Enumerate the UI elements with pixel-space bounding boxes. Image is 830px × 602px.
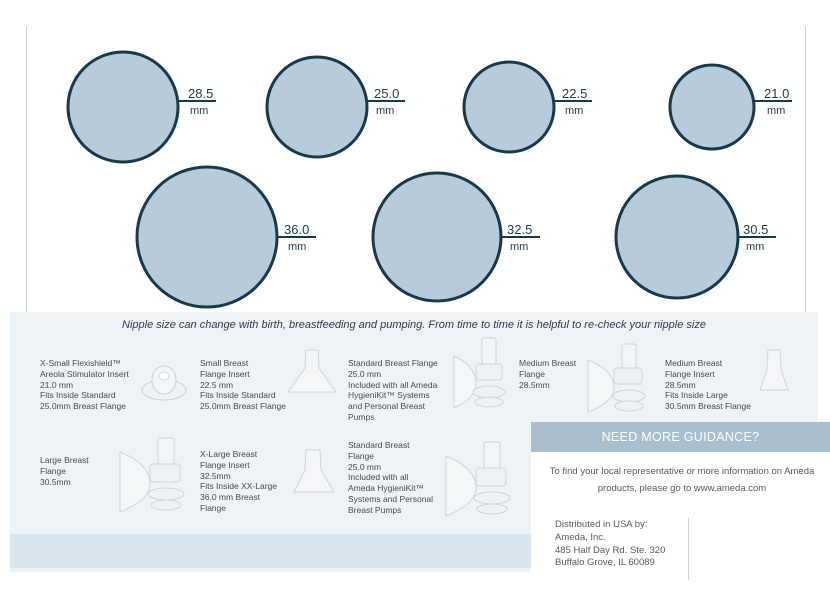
- standard-flange-image: [453, 337, 506, 409]
- product-xlarge-flange-insert: X-Large Breast Flange Insert 32.5mm Fits…: [200, 449, 278, 513]
- product-large-flange: Large Breast Flange 30.5mm: [40, 455, 89, 487]
- size-label: 28.5: [188, 86, 213, 101]
- card-border-left: [26, 26, 27, 312]
- size-label: 32.5: [507, 222, 532, 237]
- standard-flange-image-2: [445, 441, 511, 517]
- guidance-title: NEED MORE GUIDANCE?: [531, 422, 830, 452]
- large-flange-image: [119, 437, 185, 513]
- medium-flange-insert-image: [759, 349, 789, 391]
- size-circle-36-0: 36.0 mm: [135, 165, 316, 309]
- unit-label: mm: [190, 105, 208, 117]
- xlarge-flange-insert-image: [293, 449, 335, 493]
- unit-label: mm: [746, 241, 764, 253]
- product-standard-flange-2: Standard Breast Flange 25.0 mm Included …: [348, 440, 434, 515]
- size-circle-22-5: 22.5 mm: [462, 60, 592, 154]
- size-label: 22.5: [562, 86, 587, 101]
- size-circle-28-5: 28.5 mm: [66, 50, 216, 164]
- nipple-size-circles: 28.5 mm 25.0 mm 22.5 mm 21.0 mm 36.0 mm …: [66, 50, 792, 309]
- size-circle-25-0: 25.0 mm: [265, 55, 405, 159]
- nipple-size-note: Nipple size can change with birth, breas…: [122, 319, 706, 331]
- size-label: 21.0: [764, 86, 789, 101]
- unit-label: mm: [288, 241, 306, 253]
- distributor-address: Distributed in USA by: Ameda, Inc. 485 H…: [555, 519, 666, 569]
- bottom-strip: [10, 534, 532, 568]
- product-standard-flange: Standard Breast Flange 25.0 mm Included …: [348, 358, 438, 422]
- size-circle-21-0: 21.0 mm: [668, 63, 792, 151]
- small-flange-insert-image: [287, 349, 337, 393]
- guidance-panel: [531, 452, 830, 602]
- divider: [688, 518, 689, 580]
- flexishield-insert-image: [141, 365, 187, 401]
- product-small-flange-insert: Small Breast Flange Insert 22.5 mm Fits …: [200, 358, 286, 412]
- top-margin: [0, 0, 830, 26]
- size-label: 25.0: [374, 86, 399, 101]
- unit-label: mm: [767, 105, 785, 117]
- size-label: 36.0: [284, 222, 309, 237]
- product-medium-flange-insert: Medium Breast Flange Insert 28.5mm Fits …: [665, 358, 751, 412]
- unit-label: mm: [510, 241, 528, 253]
- size-circle-32-5: 32.5 mm: [371, 171, 540, 303]
- unit-label: mm: [376, 105, 394, 117]
- medium-flange-image: [587, 343, 646, 413]
- unit-label: mm: [565, 105, 583, 117]
- product-xsmall-flexishield: X-Small Flexishield™ Areola Stimulator I…: [40, 358, 129, 412]
- size-label: 30.5: [743, 222, 768, 237]
- card-border-right: [805, 26, 806, 312]
- guidance-text: To find your local representative or mor…: [549, 466, 815, 494]
- size-circle-30-5: 30.5 mm: [614, 174, 776, 300]
- product-medium-flange: Medium Breast Flange 28.5mm: [519, 358, 577, 390]
